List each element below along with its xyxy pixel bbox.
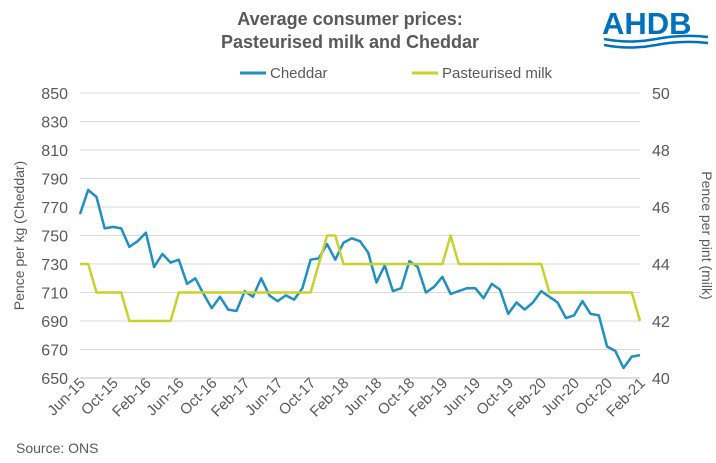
source-note: Source: ONS [16, 440, 99, 456]
chart-title: Average consumer prices: Pasteurised mil… [150, 8, 550, 54]
y-left-tick-label: 710 [41, 286, 68, 303]
x-tick-label: Jun-20 [538, 375, 582, 419]
x-tick-label: Jun-18 [341, 375, 385, 419]
y-right-tick-label: 48 [652, 143, 670, 160]
y-left-tick-label: 790 [41, 172, 68, 189]
y-left-tick-label: 770 [41, 200, 68, 217]
chart-title-line-2: Pasteurised milk and Cheddar [220, 32, 480, 52]
legend-label: Pasteurised milk [442, 65, 553, 82]
x-tick-label: Jun-17 [242, 375, 286, 419]
y-left-tick-label: 750 [41, 229, 68, 246]
series-line-pasteurised-milk [80, 234, 642, 323]
y-left-tick-label: 730 [41, 257, 68, 274]
y-left-axis-label: Pence per kg (Cheddar) [11, 161, 27, 310]
series-line-cheddar [78, 188, 641, 370]
y-left-tick-label: 670 [41, 343, 68, 360]
y-left-tick-label: 850 [41, 86, 68, 103]
logo-wave-2 [603, 40, 709, 49]
y-right-tick-label: 44 [652, 257, 670, 274]
y-right-tick-label: 42 [652, 314, 670, 331]
y-right-tick-label: 40 [652, 371, 670, 388]
x-tick-label: Jun-16 [143, 375, 187, 419]
legend-label: Cheddar [270, 65, 328, 82]
y-right-tick-label: 46 [652, 200, 670, 217]
logo-wave-1 [603, 34, 709, 43]
y-left-tick-label: 830 [41, 115, 68, 132]
chart-title-line-1: Average consumer prices: [237, 9, 463, 29]
y-right-axis-label: Pence per pint (milk) [699, 171, 715, 299]
y-left-tick-label: 650 [41, 371, 68, 388]
x-tick-label: Jun-19 [440, 375, 484, 419]
ahdb-logo: AHDB [602, 6, 709, 49]
y-left-tick-label: 810 [41, 143, 68, 160]
y-right-tick-label: 50 [652, 86, 670, 103]
y-left-tick-label: 690 [41, 314, 68, 331]
